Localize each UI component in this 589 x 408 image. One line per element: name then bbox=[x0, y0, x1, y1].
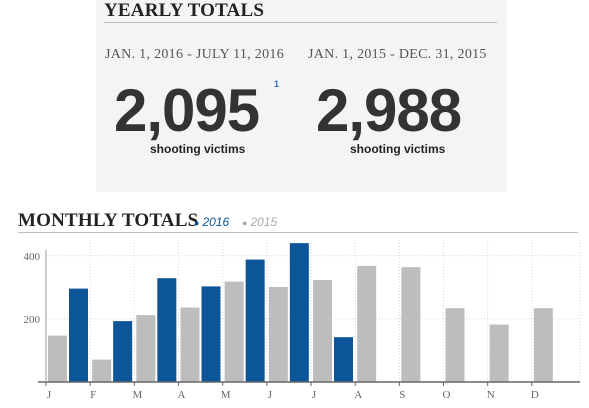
bar-2015-10[interactable] bbox=[489, 324, 509, 382]
bar-2015-11[interactable] bbox=[533, 308, 553, 382]
bar-2015-9[interactable] bbox=[445, 308, 465, 382]
footnote-marker[interactable]: 1 bbox=[274, 79, 280, 89]
monthly-totals-chart: 200 400 J F M A M J J A S O N D bbox=[24, 240, 581, 401]
x-tick-label: M bbox=[132, 389, 142, 401]
bar-2015-8[interactable] bbox=[401, 267, 421, 382]
legend-label-2015: 2015 bbox=[250, 215, 278, 229]
x-tick-label: M bbox=[221, 389, 231, 401]
bar-2016-6[interactable] bbox=[334, 337, 353, 382]
bar-2015-3[interactable] bbox=[180, 307, 200, 382]
x-tick-label: S bbox=[399, 389, 405, 401]
bar-2016-5[interactable] bbox=[289, 243, 309, 382]
x-tick-label: F bbox=[90, 389, 96, 401]
x-tick-label: D bbox=[531, 389, 539, 401]
bar-2015-7[interactable] bbox=[357, 265, 377, 382]
monthly-totals-header: MONTHLY TOTALS ● 2016 ● 2015 bbox=[18, 210, 578, 233]
bar-2016-0[interactable] bbox=[69, 288, 88, 382]
y-tick-label: 400 bbox=[24, 251, 41, 263]
bar-2015-2[interactable] bbox=[136, 315, 156, 382]
bar-2016-2[interactable] bbox=[157, 278, 177, 382]
x-tick-label: J bbox=[312, 389, 317, 401]
bar-2016-4[interactable] bbox=[245, 259, 265, 382]
legend-item-2015: ● 2015 bbox=[242, 215, 277, 229]
legend-item-2016: ● 2016 bbox=[194, 215, 229, 229]
legend-label-2016: 2016 bbox=[202, 215, 230, 229]
bar-2015-0[interactable] bbox=[48, 335, 67, 382]
total-2016-value: 2,095 bbox=[114, 77, 260, 144]
legend-dot-icon: ● bbox=[194, 218, 200, 228]
total-2016-caption: shooting victims bbox=[150, 142, 246, 156]
x-tick-label: O bbox=[443, 389, 451, 401]
total-2015-value: 2,988 bbox=[316, 77, 462, 144]
x-tick-label: J bbox=[47, 389, 52, 401]
bar-2016-1[interactable] bbox=[113, 321, 133, 382]
period-2016-label: JAN. 1, 2016 - JULY 11, 2016 bbox=[105, 47, 285, 62]
bar-2016-3[interactable] bbox=[201, 286, 221, 382]
x-tick-label: J bbox=[268, 389, 273, 401]
bar-2015-4[interactable] bbox=[224, 281, 244, 382]
x-tick-label: A bbox=[354, 389, 362, 401]
yearly-totals-title: YEARLY TOTALS bbox=[104, 0, 497, 23]
bar-2015-1[interactable] bbox=[92, 359, 112, 382]
bar-2015-6[interactable] bbox=[313, 280, 332, 382]
total-2015-caption: shooting victims bbox=[350, 142, 446, 156]
x-tick-label: A bbox=[178, 389, 186, 401]
y-tick-label: 200 bbox=[24, 314, 41, 326]
yearly-totals-panel: YEARLY TOTALS JAN. 1, 2016 - JULY 11, 20… bbox=[96, 0, 507, 192]
x-tick-label: N bbox=[487, 389, 495, 401]
bar-2015-5[interactable] bbox=[268, 287, 288, 382]
period-2015-label: JAN. 1, 2015 - DEC. 31, 2015 bbox=[308, 47, 487, 62]
legend-dot-icon: ● bbox=[242, 218, 248, 228]
monthly-totals-title: MONTHLY TOTALS bbox=[18, 210, 199, 231]
